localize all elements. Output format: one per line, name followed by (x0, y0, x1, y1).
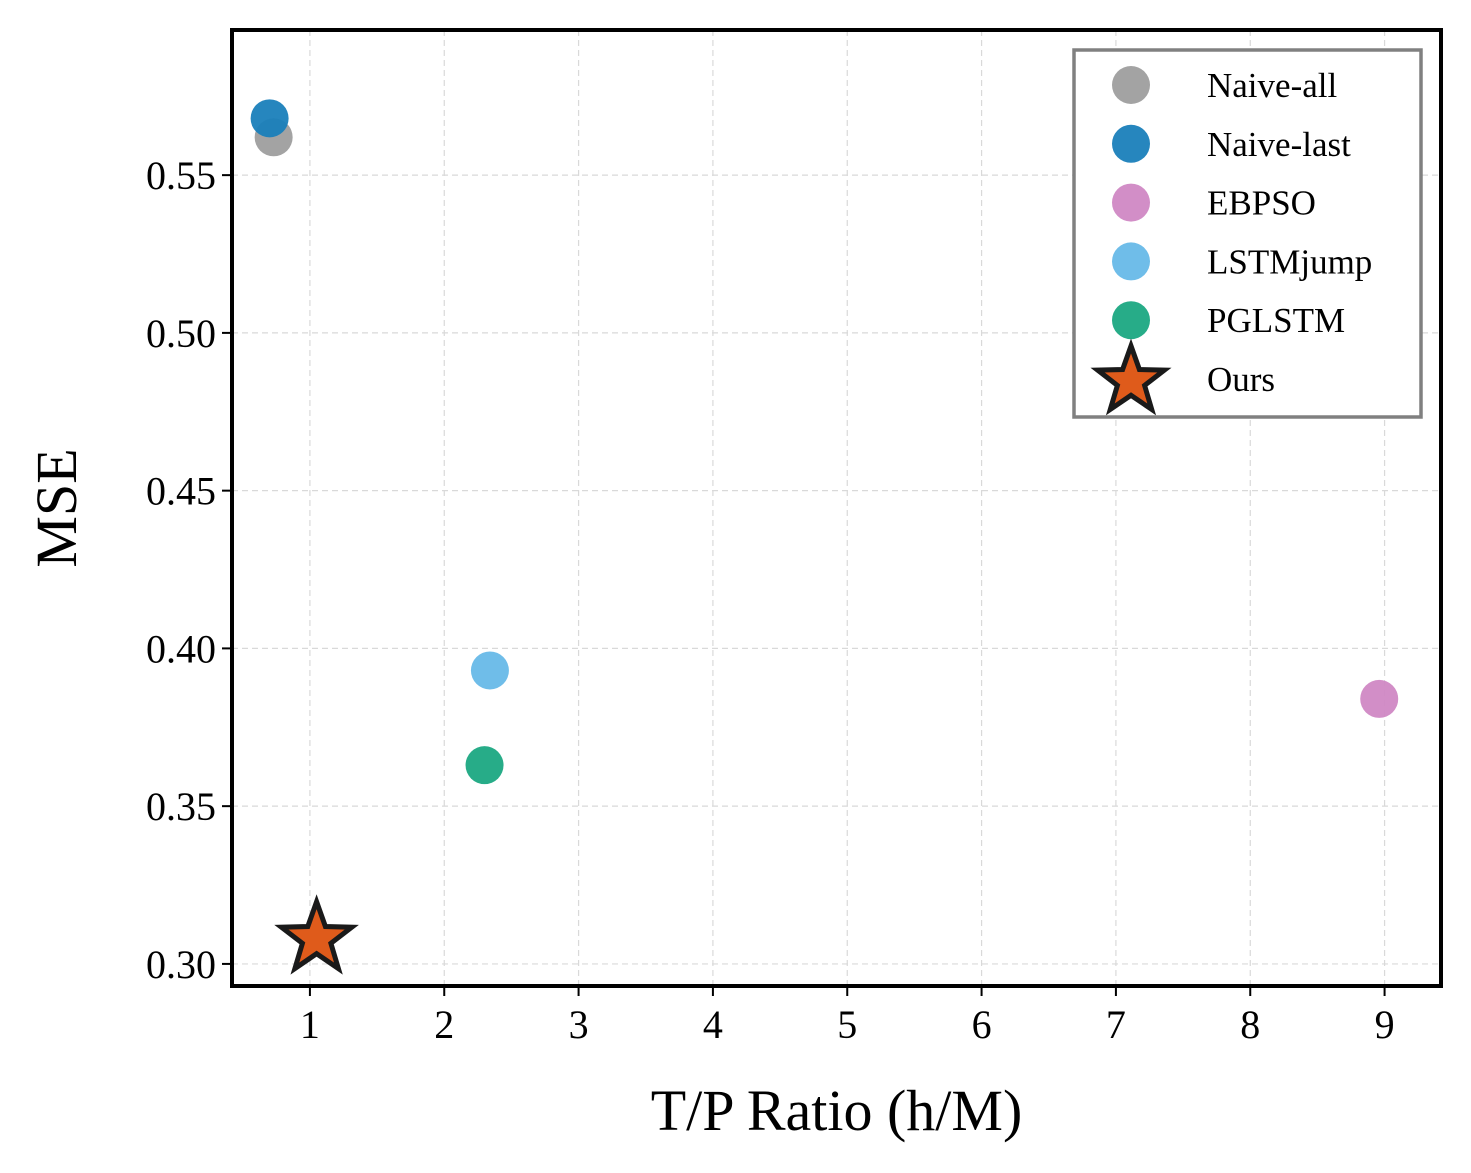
x-tick-label: 8 (1240, 1002, 1260, 1047)
legend-item: Naive-last (1112, 124, 1351, 164)
legend-item: PGLSTM (1112, 301, 1345, 340)
legend-label: Naive-all (1207, 66, 1337, 105)
y-tick-label: 0.45 (146, 469, 216, 514)
legend-item: Ours (1090, 338, 1275, 416)
y-tick-label: 0.35 (146, 784, 216, 829)
x-tick-label: 1 (300, 1002, 320, 1047)
legend: Naive-all Naive-last EBPSO LSTMjump PGLSTM Ou… (1072, 48, 1423, 419)
x-tick-label: 6 (972, 1002, 992, 1047)
legend-item: Naive-all (1112, 66, 1337, 105)
legend-label: PGLSTM (1207, 301, 1345, 340)
legend-marker (1112, 301, 1150, 340)
legend-label: LSTMjump (1207, 242, 1372, 281)
legend-item: LSTMjump (1112, 242, 1372, 281)
axis-ticks: 1 2 3 4 5 6 7 8 9 0.30 0.35 0.40 0.45 0.50 0.55 (146, 153, 1395, 1047)
data-point-pglstm (465, 746, 504, 785)
legend-marker (1112, 66, 1150, 104)
x-tick-label: 3 (569, 1002, 589, 1047)
data-points (250, 99, 1399, 975)
legend-marker (1112, 124, 1150, 163)
x-tick-label: 5 (837, 1002, 857, 1047)
y-axis-title: MSE (24, 448, 89, 567)
data-point-lstmjump (470, 651, 509, 690)
x-tick-label: 2 (434, 1002, 454, 1047)
data-point-ebpso (1360, 679, 1399, 718)
x-tick-label: 9 (1375, 1002, 1395, 1047)
plot-frame (230, 28, 1443, 988)
legend-marker (1112, 242, 1150, 281)
legend-marker (1112, 183, 1150, 222)
legend-label: EBPSO (1207, 184, 1316, 223)
data-point-naive-last (250, 99, 289, 138)
legend-item: EBPSO (1112, 183, 1316, 223)
y-tick-label: 0.40 (146, 626, 216, 671)
y-tick-label: 0.50 (146, 311, 216, 356)
y-tick-label: 0.55 (146, 153, 216, 198)
y-tick-label: 0.30 (146, 942, 216, 987)
grid (232, 30, 1441, 986)
legend-label: Naive-last (1207, 125, 1351, 164)
x-tick-label: 7 (1106, 1002, 1126, 1047)
legend-label: Ours (1207, 360, 1275, 399)
x-tick-label: 4 (703, 1002, 723, 1047)
data-point-ours (274, 894, 359, 975)
legend-marker (1090, 338, 1172, 416)
x-axis-title: T/P Ratio (h/M) (651, 1078, 1023, 1143)
